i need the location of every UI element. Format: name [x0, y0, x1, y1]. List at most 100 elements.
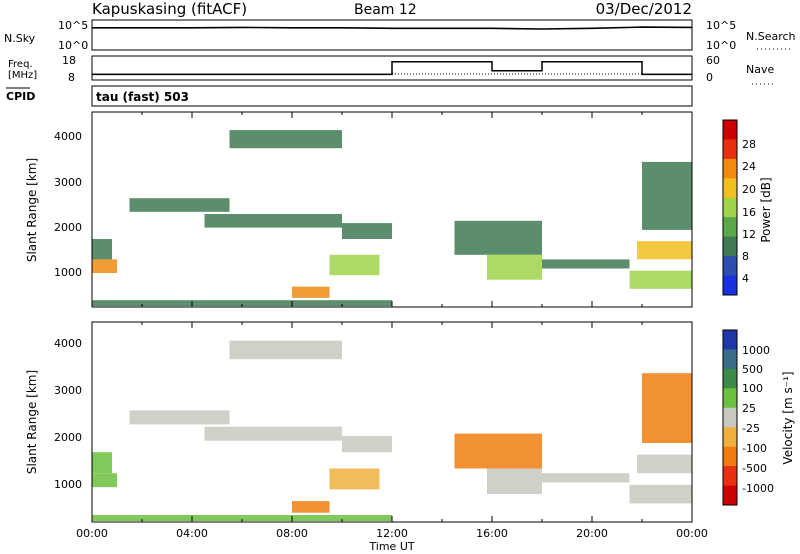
velocity-cbar-swatch-2	[723, 368, 737, 389]
power-cbar-tick-28: 28	[742, 138, 756, 151]
power-cbar-swatch-5	[723, 217, 737, 238]
nave-label: Nave	[746, 63, 774, 76]
noise-right-tick-top: 10^5	[706, 19, 736, 32]
power-cell-1	[92, 239, 112, 260]
velocity-cell-5	[229, 340, 342, 360]
xtick-1200: 12:00	[376, 527, 408, 540]
xtick-0800: 08:00	[276, 527, 308, 540]
noise-right-label: N.Search	[746, 30, 796, 43]
velocity-cbar-swatch-5	[723, 427, 737, 448]
freq-left-tick-bottom: 8	[68, 71, 75, 84]
vel-cbar-tick-minus25: -25	[742, 422, 760, 435]
velocity-cell-11	[542, 473, 630, 483]
vel-cbar-tick-500: 500	[742, 363, 763, 376]
power-cell-11	[542, 259, 630, 269]
date-label: 03/Dec/2012	[596, 0, 692, 18]
power-cell-14	[642, 161, 692, 230]
velocity-cbar-swatch-3	[723, 388, 737, 409]
xaxis-title: Time UT	[368, 540, 414, 553]
xtick-0000: 00:00	[76, 527, 108, 540]
noise-left-label: N.Sky	[4, 32, 36, 45]
power-ytick-3000: 3000	[54, 176, 82, 189]
velocity-cell-3	[204, 426, 342, 441]
vel-cbar-tick-1000: 1000	[742, 344, 770, 357]
power-cell-7	[329, 254, 380, 276]
freq-panel-frame	[91, 55, 693, 81]
freq-left-tick-top: 18	[62, 54, 76, 67]
noise-series-line	[92, 26, 693, 30]
freq-series-line	[92, 61, 692, 76]
power-cbar-swatch-6	[723, 236, 737, 257]
xtick-1600: 16:00	[476, 527, 508, 540]
power-colorbar-frame	[722, 119, 738, 296]
power-cbar-swatch-4	[723, 197, 737, 218]
power-cell-10	[487, 254, 542, 280]
power-cbar-tick-12: 12	[742, 228, 756, 241]
velocity-cell-7	[329, 468, 380, 490]
velocity-cell-6	[292, 501, 330, 513]
velocity-axis-ticks	[91, 322, 693, 522]
power-cell-5	[229, 130, 342, 149]
power-axis-ticks	[91, 112, 693, 307]
cpid-label: CPID	[6, 90, 35, 103]
velocity-cell-2	[129, 410, 230, 425]
power-colorbar	[723, 120, 737, 296]
vel-cbar-tick-25: 25	[742, 402, 756, 415]
station-title: Kapuskasing (fitACF)	[92, 0, 247, 18]
power-cbar-swatch-1	[723, 139, 737, 160]
power-cbar-swatch-8	[723, 275, 737, 296]
velocity-ylabel: Slant Range [km]	[25, 370, 39, 474]
velocity-cbar-swatch-4	[723, 407, 737, 428]
power-cbar-tick-20: 20	[742, 183, 756, 196]
power-cell-2	[129, 198, 230, 212]
velocity-cell-13	[629, 484, 692, 504]
power-cbar-tick-4: 4	[742, 272, 749, 285]
velocity-ytick-3000: 3000	[54, 384, 82, 397]
velocity-ytick-1000: 1000	[54, 478, 82, 491]
power-cbar-tick-24: 24	[742, 160, 756, 173]
freq-right-tick-top: 60	[706, 54, 720, 67]
xtick-2000: 20:00	[576, 527, 608, 540]
power-cbar-swatch-3	[723, 178, 737, 199]
velocity-cell-4	[342, 436, 392, 453]
freq-label-line1: Freq.	[8, 59, 33, 70]
power-cell-3	[204, 214, 342, 228]
power-heatmap	[92, 130, 692, 307]
vel-cbar-tick-minus500: -500	[742, 462, 767, 475]
power-cbar-swatch-2	[723, 158, 737, 179]
power-cbar-label: Power [dB]	[759, 177, 773, 242]
power-ylabel: Slant Range [km]	[25, 158, 39, 262]
power-cell-13	[629, 270, 692, 289]
velocity-ytick-4000: 4000	[54, 337, 82, 350]
velocity-cell-14	[642, 373, 692, 443]
velocity-cell-0	[92, 473, 117, 488]
velocity-cell-1	[92, 452, 112, 474]
power-cbar-swatch-7	[723, 256, 737, 276]
xtick-0400: 04:00	[176, 527, 208, 540]
power-ytick-2000: 2000	[54, 221, 82, 234]
power-cbar-swatch-0	[723, 120, 737, 140]
velocity-cbar-swatch-1	[723, 349, 737, 370]
noise-left-tick-top: 10^5	[58, 19, 88, 32]
velocity-cell-8	[92, 515, 392, 521]
velocity-cbar-swatch-7	[723, 466, 737, 486]
cpid-panel-frame	[91, 85, 693, 107]
noise-right-tick-bottom: 10^0	[706, 39, 736, 52]
velocity-cell-12	[637, 454, 692, 474]
power-cbar-tick-8: 8	[742, 250, 749, 263]
velocity-cbar-swatch-0	[723, 330, 737, 350]
velocity-ytick-2000: 2000	[54, 431, 82, 444]
velocity-cell-9	[454, 433, 542, 469]
power-cell-6	[292, 286, 330, 298]
power-cell-0	[92, 259, 117, 273]
power-cell-12	[637, 241, 692, 260]
power-ytick-1000: 1000	[54, 266, 82, 279]
power-cell-9	[454, 220, 542, 255]
vel-cbar-tick-minus1000: -1000	[742, 482, 774, 495]
cpid-value: tau (fast) 503	[96, 90, 189, 104]
velocity-cbar-swatch-8	[723, 485, 737, 506]
velocity-cell-10	[487, 468, 542, 495]
velocity-cbar-label: Velocity [m s⁻¹]	[781, 371, 795, 464]
